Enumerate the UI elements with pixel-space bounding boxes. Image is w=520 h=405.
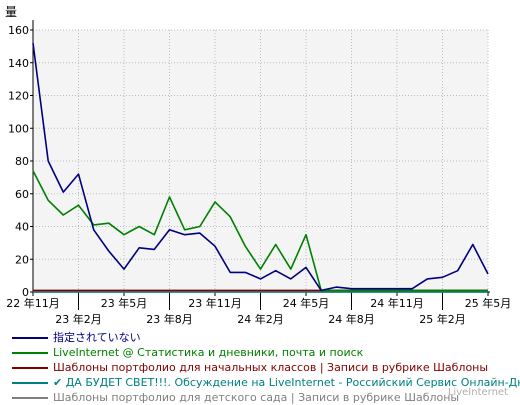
legend: 指定されていない LiveInternet @ Статистика и днев…	[12, 330, 520, 405]
x-tick-label: 24 年5月	[283, 296, 330, 310]
x-tick-label: 23 年2月	[55, 312, 102, 326]
y-tick-label: 160	[8, 24, 29, 37]
watermark: LiveInternet	[447, 387, 508, 398]
series-line	[32, 170, 488, 292]
x-tick-label: 22 年11月	[6, 296, 60, 310]
legend-swatch	[12, 397, 48, 399]
x-tick-label: 25 年2月	[419, 312, 466, 326]
x-tick-label: 23 年8月	[146, 312, 193, 326]
y-tick-label: 100	[8, 122, 29, 135]
plot-area: 量 0 20 40 60 80 100 120 140 160 22 年11月 23 年2月 23 年…	[5, 5, 512, 326]
legend-label: LiveInternet @ Статистика и дневники, по…	[53, 346, 364, 359]
legend-item: Шаблоны портфолио для начальных классов …	[12, 360, 520, 375]
series-line	[32, 42, 489, 292]
legend-item: LiveInternet @ Статистика и дневники, по…	[12, 345, 520, 360]
legend-swatch	[12, 337, 48, 339]
y-tick-label: 120	[8, 90, 29, 103]
legend-swatch	[12, 382, 48, 384]
y-tick-label: 140	[8, 57, 29, 70]
legend-label: 指定されていない	[53, 331, 141, 344]
y-tick-label: 20	[15, 253, 29, 266]
x-tick-label: 23 年11月	[188, 296, 242, 310]
legend-item: Шаблоны портфолио для детского сада | За…	[12, 390, 520, 405]
x-tick-label: 23 年5月	[101, 296, 148, 310]
y-tick-label: 40	[15, 221, 29, 234]
legend-label: ✔ ДА БУДЕТ СВЕТ!!!. Обсуждение на LiveIn…	[53, 376, 520, 389]
y-tick-label: 60	[15, 188, 29, 201]
x-tick-label: 25 年5月	[465, 296, 512, 310]
legend-swatch	[12, 352, 48, 354]
legend-label: Шаблоны портфолио для детского сада | За…	[53, 391, 460, 404]
y-tick-label: 80	[15, 155, 29, 168]
legend-label: Шаблоны портфолио для начальных классов …	[53, 361, 489, 374]
legend-swatch	[12, 367, 48, 369]
y-tick-label: 0	[22, 286, 29, 299]
legend-item: 指定されていない	[12, 330, 520, 345]
legend-item: ✔ ДА БУДЕТ СВЕТ!!!. Обсуждение на LiveIn…	[12, 375, 520, 390]
x-tick-label: 24 年11月	[370, 296, 424, 310]
x-tick-label: 24 年2月	[237, 312, 284, 326]
x-tick-label: 24 年8月	[328, 312, 375, 326]
y-axis-label: 量	[5, 5, 17, 19]
